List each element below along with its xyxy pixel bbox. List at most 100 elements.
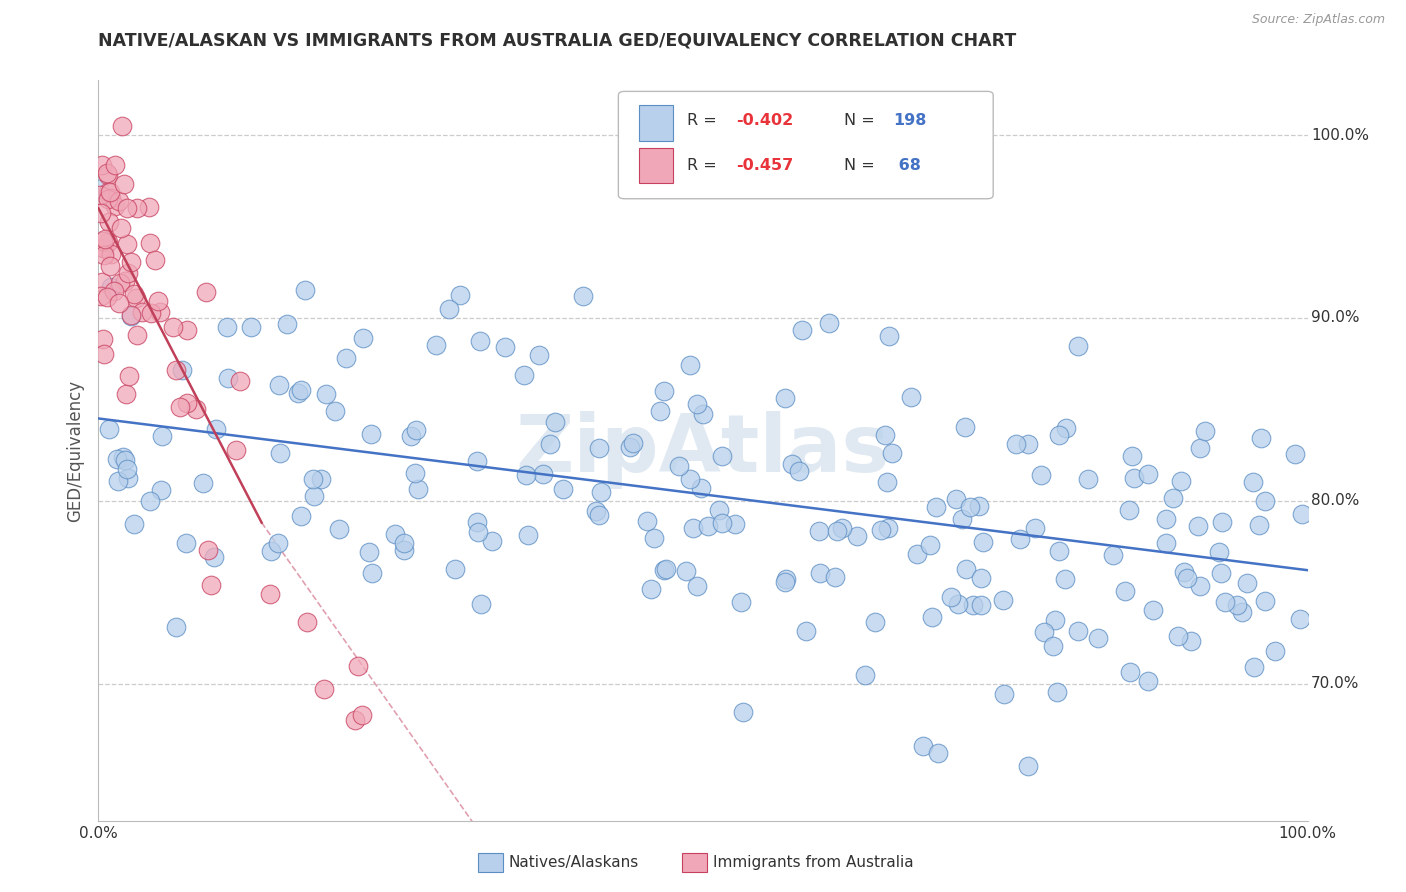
Point bbox=[544, 415, 567, 429]
Point bbox=[176, 323, 198, 337]
Point bbox=[302, 489, 325, 503]
Text: Source: ZipAtlas.com: Source: ZipAtlas.com bbox=[1251, 13, 1385, 27]
Point bbox=[730, 594, 752, 608]
Point bbox=[108, 194, 131, 208]
Point bbox=[425, 337, 447, 351]
Point bbox=[184, 401, 207, 416]
Point bbox=[1043, 613, 1066, 627]
Point bbox=[711, 516, 734, 530]
Point bbox=[406, 483, 429, 497]
Point bbox=[100, 191, 122, 205]
Point bbox=[98, 259, 121, 273]
Point bbox=[97, 422, 120, 436]
Point bbox=[120, 308, 142, 322]
Text: Immigrants from Australia: Immigrants from Australia bbox=[713, 855, 914, 870]
Point bbox=[831, 521, 853, 535]
Point bbox=[1161, 491, 1184, 506]
Point bbox=[352, 331, 374, 345]
Point bbox=[287, 386, 309, 401]
Point bbox=[1046, 684, 1069, 698]
Point bbox=[1029, 468, 1052, 483]
Point bbox=[817, 316, 839, 330]
Point bbox=[1047, 428, 1070, 442]
Point bbox=[970, 571, 993, 585]
Point bbox=[197, 542, 219, 557]
Point bbox=[120, 310, 142, 324]
Point bbox=[191, 475, 214, 490]
Point bbox=[87, 182, 110, 196]
Point bbox=[875, 427, 897, 442]
Point bbox=[527, 348, 550, 362]
Point bbox=[297, 615, 319, 630]
Point bbox=[194, 285, 217, 300]
Text: 198: 198 bbox=[893, 113, 927, 128]
Point bbox=[91, 333, 114, 347]
Point bbox=[531, 467, 554, 482]
Point bbox=[165, 620, 187, 634]
Point bbox=[1121, 449, 1143, 463]
Point bbox=[991, 593, 1014, 607]
Point bbox=[162, 319, 184, 334]
Point bbox=[143, 252, 166, 267]
Point bbox=[1119, 665, 1142, 679]
Point bbox=[927, 746, 949, 760]
Point bbox=[91, 275, 114, 289]
Point bbox=[392, 535, 415, 549]
FancyBboxPatch shape bbox=[619, 91, 993, 199]
Point bbox=[225, 443, 247, 458]
Point bbox=[93, 347, 115, 361]
Point bbox=[1211, 515, 1233, 529]
Point bbox=[125, 327, 148, 342]
Point bbox=[959, 500, 981, 514]
Point bbox=[1118, 503, 1140, 517]
Point bbox=[115, 201, 138, 215]
Point bbox=[882, 445, 904, 459]
Point bbox=[572, 288, 595, 302]
Point bbox=[468, 334, 491, 348]
Point bbox=[853, 667, 876, 681]
Point bbox=[692, 408, 714, 422]
Point bbox=[301, 472, 323, 486]
Point bbox=[350, 707, 373, 722]
Point bbox=[1284, 447, 1306, 461]
Point bbox=[955, 561, 977, 575]
Point bbox=[967, 499, 990, 513]
Point bbox=[115, 236, 138, 251]
Point bbox=[146, 293, 169, 308]
Point bbox=[169, 401, 191, 415]
Point bbox=[686, 579, 709, 593]
Point bbox=[112, 177, 135, 191]
Text: 80.0%: 80.0% bbox=[1312, 493, 1360, 508]
Point bbox=[643, 531, 665, 545]
Point bbox=[200, 578, 222, 592]
Point bbox=[589, 484, 612, 499]
Point bbox=[865, 615, 887, 630]
Point bbox=[138, 200, 160, 214]
Point bbox=[120, 254, 142, 268]
Point bbox=[1054, 572, 1077, 586]
Point bbox=[90, 206, 112, 220]
Point bbox=[1213, 595, 1236, 609]
Point bbox=[96, 166, 118, 180]
Point bbox=[1054, 421, 1077, 435]
Point bbox=[269, 378, 291, 392]
Point bbox=[357, 545, 380, 559]
Point bbox=[1243, 659, 1265, 673]
Point bbox=[328, 522, 350, 536]
Point bbox=[335, 351, 357, 365]
Point bbox=[588, 508, 610, 523]
Point bbox=[118, 368, 141, 383]
Point bbox=[1241, 475, 1264, 490]
Point bbox=[1170, 474, 1192, 488]
Point bbox=[91, 234, 114, 248]
Point bbox=[91, 241, 114, 255]
Text: N =: N = bbox=[845, 158, 880, 173]
Point bbox=[941, 590, 963, 604]
Point bbox=[652, 563, 675, 577]
Point bbox=[1209, 566, 1232, 580]
Text: N =: N = bbox=[845, 113, 880, 128]
Point bbox=[1208, 545, 1230, 559]
Point bbox=[1077, 472, 1099, 486]
Point bbox=[115, 462, 138, 476]
Point bbox=[315, 387, 337, 401]
